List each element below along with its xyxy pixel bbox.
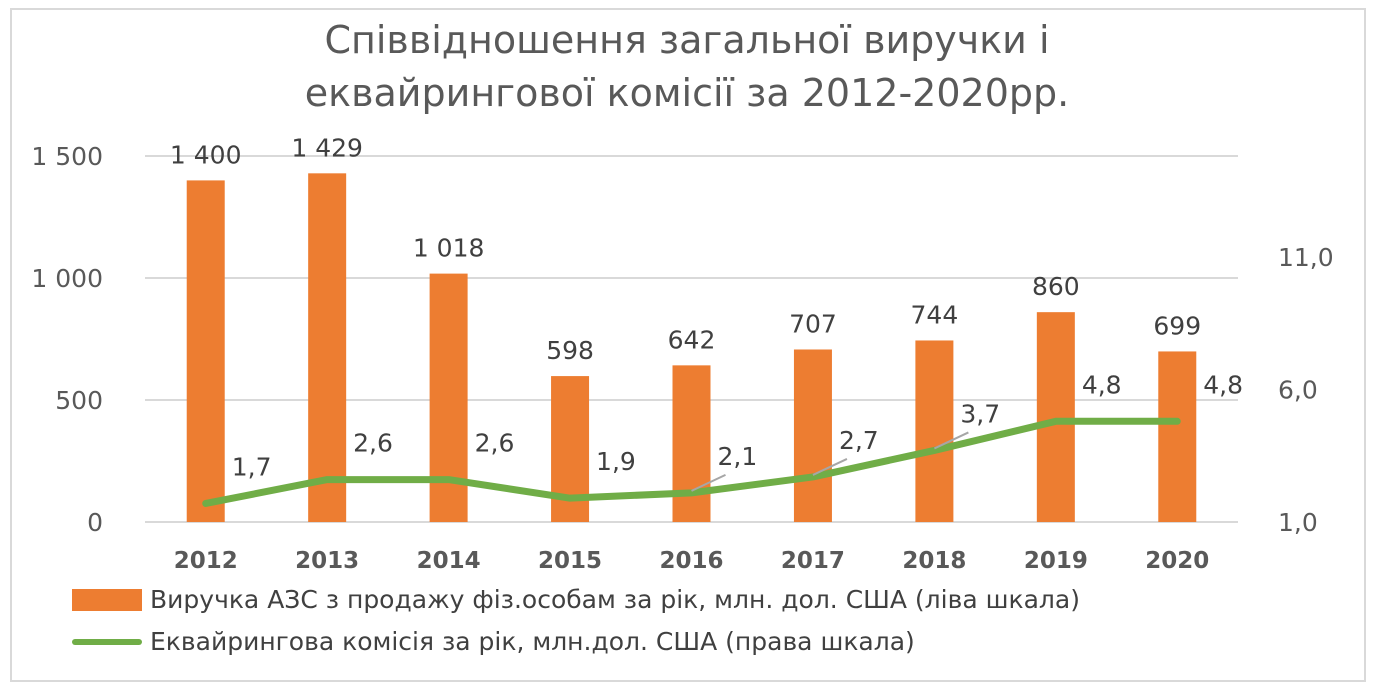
chart-title: Співвідношення загальної виручки і еквай… [0, 14, 1374, 120]
bar-2018 [915, 340, 954, 522]
chart-title-line-1: Співвідношення загальної виручки і [324, 18, 1050, 62]
bar-2013 [308, 173, 347, 522]
y-right-tick-label: 11,0 [1278, 243, 1334, 272]
bar-data-label: 744 [911, 300, 959, 329]
line-data-label: 4,8 [1082, 370, 1122, 399]
line-data-label: 4,8 [1203, 370, 1243, 399]
bar-data-label: 598 [546, 336, 594, 365]
bar-data-label: 699 [1153, 311, 1201, 340]
y-left-tick-label: 1 500 [31, 142, 103, 171]
y-left-tick-label: 500 [55, 386, 103, 415]
commission-line [202, 417, 1181, 507]
data-label-leader [812, 458, 848, 476]
legend-item-revenue: Виручка АЗС з продажу фіз.особам за рік,… [72, 585, 1080, 614]
bar-2017 [793, 349, 832, 522]
x-tick-label: 2012 [174, 548, 238, 574]
legend-line-swatch [72, 638, 142, 645]
line-data-label: 2,6 [475, 429, 515, 458]
bar-data-label: 1 429 [291, 133, 363, 162]
y-left-tick-label: 1 000 [31, 264, 103, 293]
x-tick-label: 2019 [1024, 548, 1088, 574]
y-left-tick-label: 0 [87, 508, 103, 537]
data-label-leader [691, 473, 726, 492]
legend-item-commission: Еквайрингова комісія за рік, млн.дол. СШ… [72, 627, 915, 656]
chart-frame [10, 8, 1366, 682]
line-data-label: 2,7 [839, 426, 879, 455]
bar-2019 [1036, 312, 1075, 522]
bar-data-label: 642 [668, 325, 716, 354]
bar-data-label: 860 [1032, 272, 1080, 301]
y-right-tick-label: 6,0 [1278, 376, 1318, 405]
chart-title-line-2: еквайрингової комісії за 2012-2020рр. [304, 71, 1070, 115]
bar-data-label: 707 [789, 309, 837, 338]
bar-data-label: 1 400 [170, 140, 242, 169]
legend-bar-swatch [72, 588, 142, 611]
bar-2020 [1158, 351, 1197, 522]
line-data-label: 2,1 [718, 442, 758, 471]
line-data-label: 2,6 [353, 429, 393, 458]
x-tick-label: 2016 [659, 548, 723, 574]
y-right-tick-label: 1,0 [1278, 508, 1318, 537]
x-tick-label: 2020 [1145, 548, 1209, 574]
bar-2012 [186, 180, 225, 522]
bar-2016 [672, 365, 711, 522]
data-label-leader [933, 431, 969, 450]
x-tick-label: 2018 [902, 548, 966, 574]
x-tick-label: 2015 [538, 548, 602, 574]
x-tick-label: 2017 [781, 548, 845, 574]
x-tick-label: 2013 [295, 548, 359, 574]
line-data-label: 1,9 [596, 447, 636, 476]
line-data-label: 3,7 [960, 399, 1000, 428]
legend-label-revenue: Виручка АЗС з продажу фіз.особам за рік,… [150, 585, 1080, 614]
x-tick-label: 2014 [417, 548, 481, 574]
line-data-label: 1,7 [232, 452, 272, 481]
legend-label-commission: Еквайрингова комісія за рік, млн.дол. СШ… [150, 627, 915, 656]
bar-data-label: 1 018 [413, 234, 485, 263]
